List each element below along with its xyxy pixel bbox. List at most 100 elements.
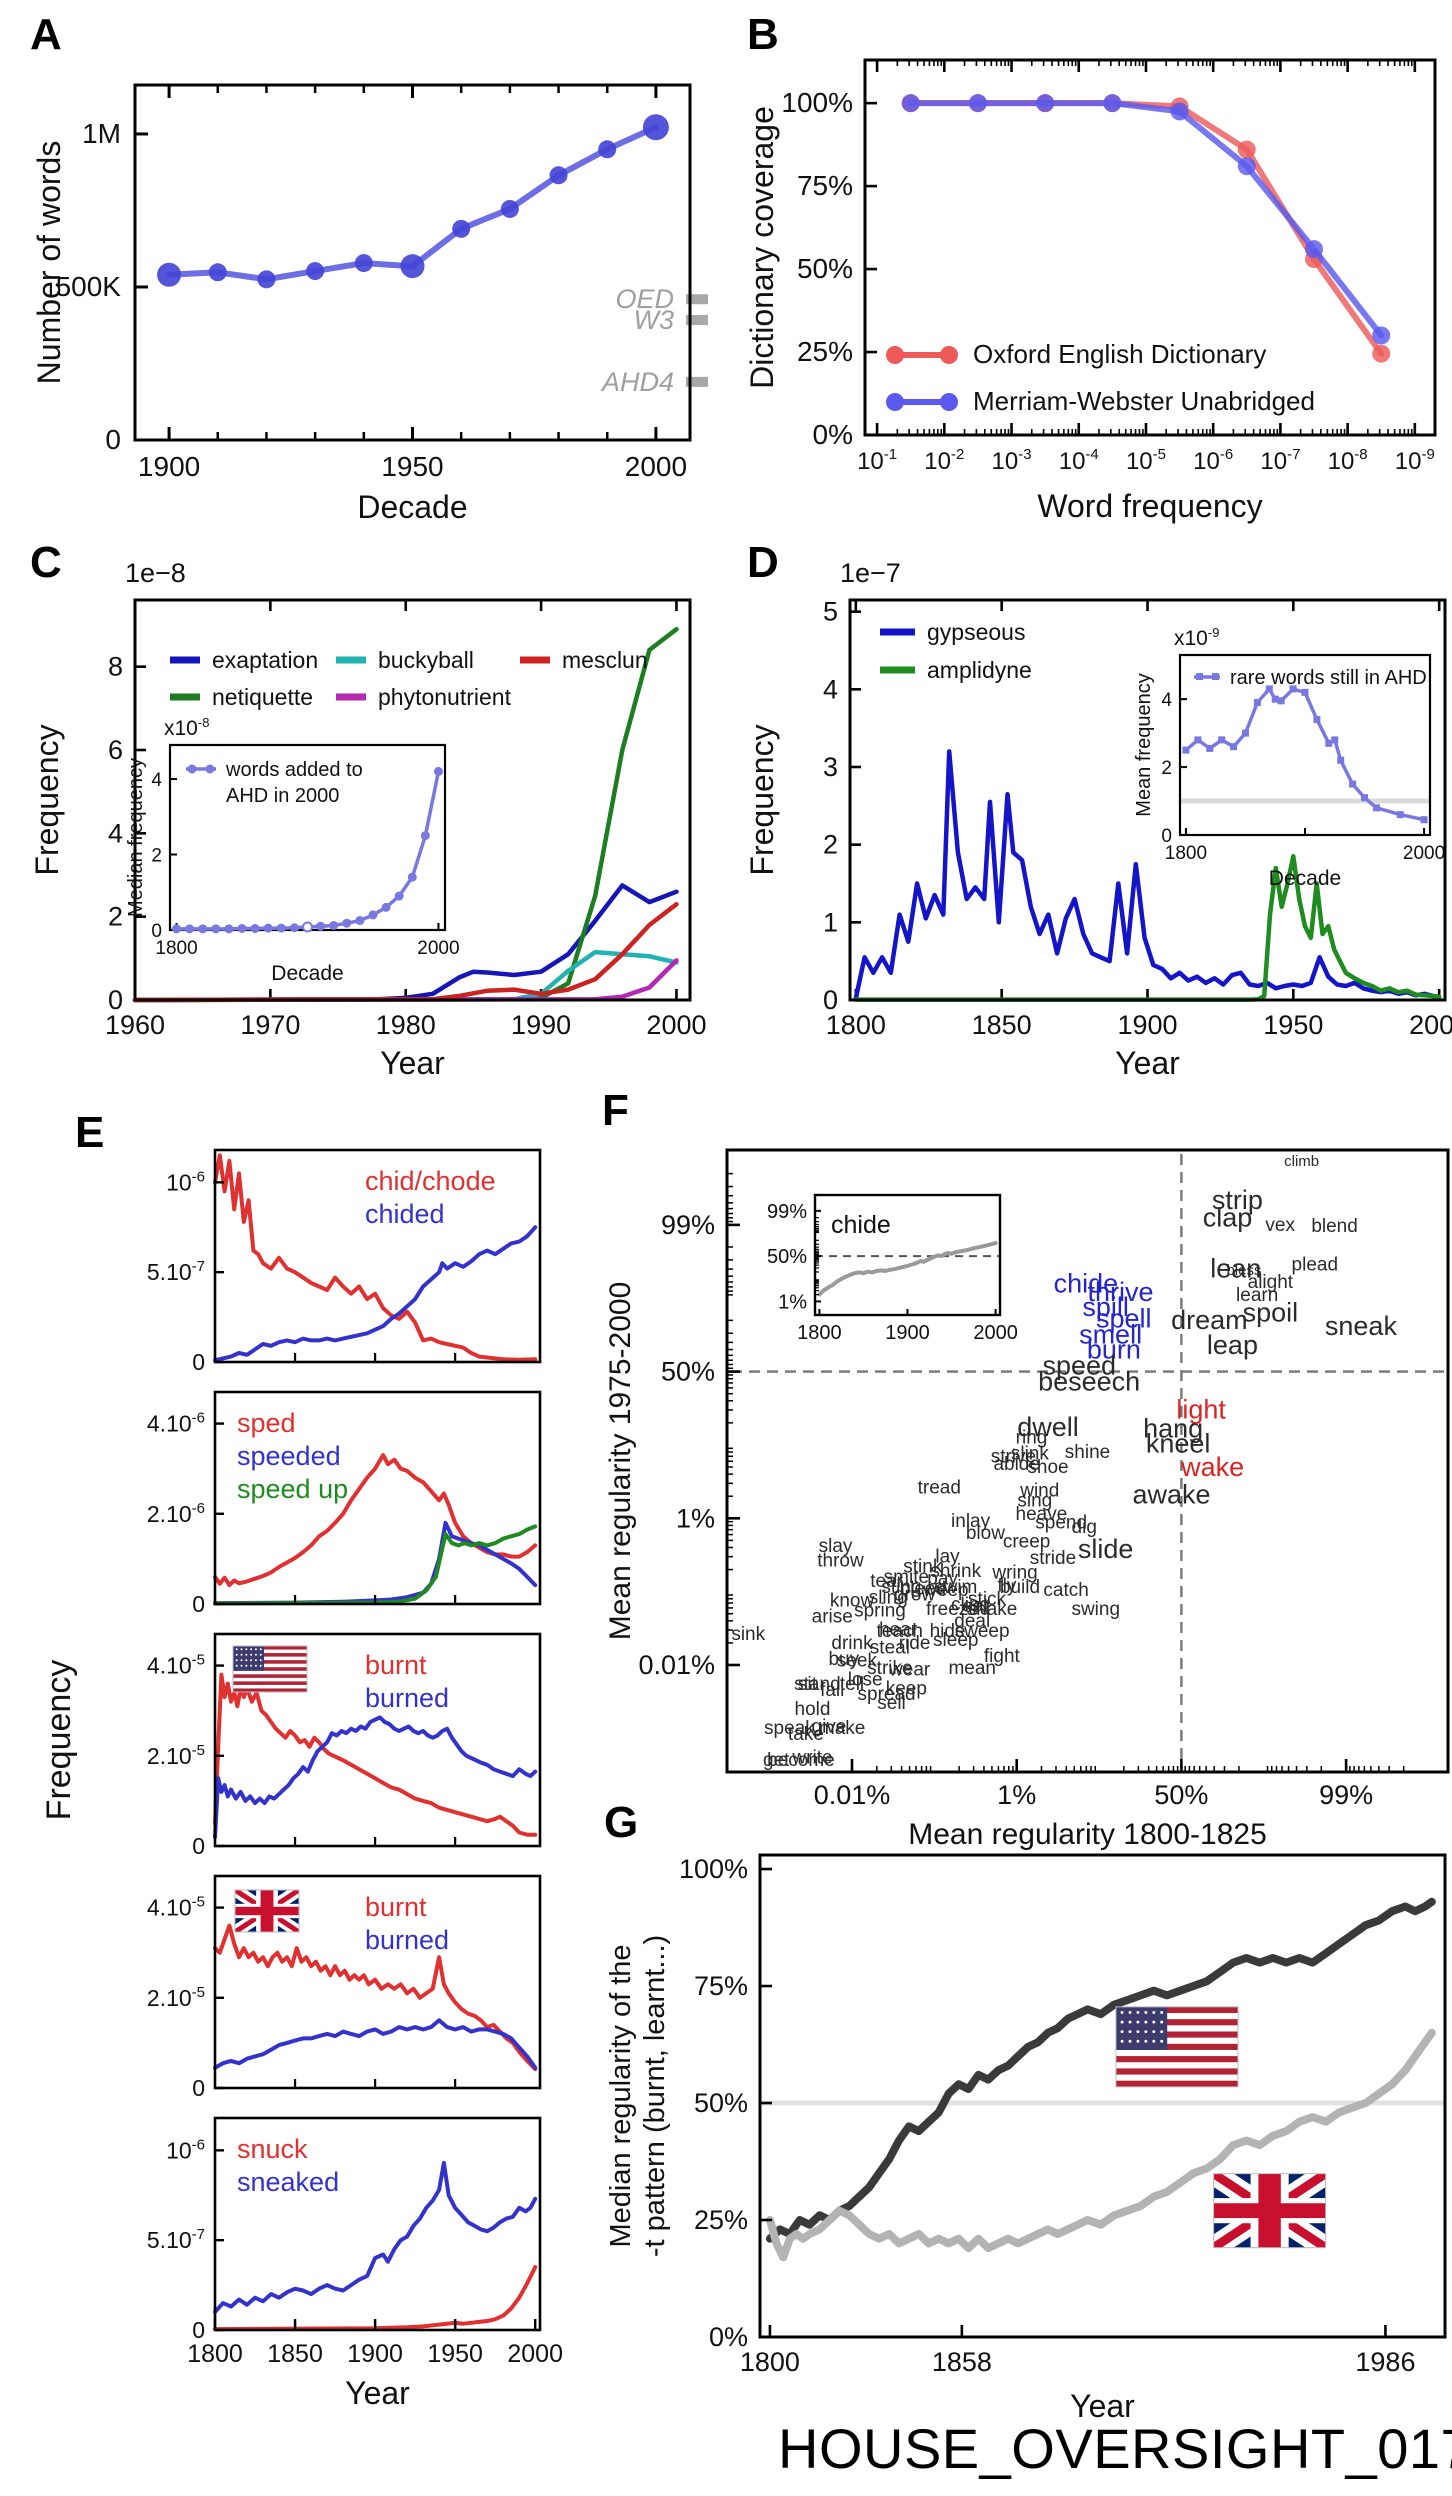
svg-text:6: 6 — [108, 735, 123, 765]
svg-text:vex: vex — [1265, 1215, 1295, 1236]
svg-text:100%: 100% — [679, 1854, 748, 1884]
svg-text:spill: spill — [1082, 1292, 1129, 1322]
svg-text:Mean regularity 1975-2000: Mean regularity 1975-2000 — [604, 1282, 637, 1641]
svg-text:99%: 99% — [767, 1201, 807, 1223]
svg-text:hold: hold — [795, 1699, 831, 1720]
svg-text:10-2: 10-2 — [924, 446, 964, 475]
panel-f-letter: F — [602, 1086, 629, 1135]
svg-text:1990: 1990 — [511, 1010, 571, 1040]
svg-text:Year: Year — [345, 2375, 410, 2411]
svg-text:spoil: spoil — [1243, 1298, 1299, 1328]
svg-text:become: become — [767, 1750, 835, 1771]
svg-text:exaptation: exaptation — [212, 647, 318, 673]
svg-text:smite: smite — [884, 1567, 929, 1588]
svg-text:1800: 1800 — [740, 2347, 800, 2377]
svg-text:3: 3 — [823, 752, 838, 782]
svg-text:1800: 1800 — [826, 1010, 886, 1040]
svg-text:learn: learn — [1236, 1285, 1278, 1306]
panel-g-svg: 0% 25% 50% 75% 100% 1800 1858 1986 Year Median re… — [605, 1853, 1447, 2424]
svg-text:Median regularity of the: Median regularity of the — [605, 1944, 637, 2247]
svg-text:1858: 1858 — [932, 2347, 992, 2377]
panel-d-svg: 1800 1850 1900 1950 2000 0 1 2 3 4 51e−7 Year Freque… — [744, 558, 1452, 1081]
svg-text:x10-8: x10-8 — [164, 715, 209, 740]
svg-text:snuck: snuck — [237, 2134, 308, 2164]
panel-b-letter: B — [747, 10, 779, 59]
svg-text:sped: sped — [237, 1408, 296, 1438]
panel-b-svg: 10-1 10-2 10-3 10-4 10-5 10-6 10-7 10-8 10-9 0% 25… — [744, 58, 1437, 524]
panel-f-regularity-scatter-chart: 0.01% 1% 50% 99% 0.01% 1% 50% 99% climb strip clap… — [600, 1080, 1452, 1870]
svg-text:99%: 99% — [661, 1210, 715, 1240]
svg-text:0%: 0% — [709, 2322, 748, 2352]
svg-text:swing: swing — [1071, 1599, 1120, 1620]
svg-text:arise: arise — [812, 1606, 853, 1627]
svg-text:Mean frequency: Mean frequency — [1133, 673, 1155, 816]
svg-text:climb: climb — [1284, 1153, 1319, 1170]
svg-text:plead: plead — [1292, 1254, 1339, 1275]
svg-text:tell: tell — [840, 1674, 864, 1695]
svg-text:x10-9: x10-9 — [1174, 625, 1219, 650]
svg-text:Oxford English Dictionary: Oxford English Dictionary — [973, 339, 1266, 369]
svg-text:2000: 2000 — [507, 2340, 563, 2368]
panel-c-letter: C — [30, 538, 62, 587]
svg-text:eat: eat — [962, 1596, 989, 1617]
svg-text:0%: 0% — [813, 419, 853, 450]
svg-text:Decade: Decade — [357, 489, 467, 525]
svg-text:slay: slay — [819, 1536, 853, 1557]
svg-text:ride: ride — [899, 1633, 931, 1654]
svg-text:fly: fly — [997, 1576, 1017, 1597]
svg-text:get: get — [763, 1750, 790, 1771]
svg-text:shoe: shoe — [1027, 1457, 1068, 1478]
svg-text:hide: hide — [930, 1621, 966, 1642]
svg-text:strike: strike — [867, 1658, 912, 1679]
svg-text:burned: burned — [365, 1683, 449, 1713]
svg-text:Decade: Decade — [1269, 867, 1341, 890]
svg-text:50%: 50% — [767, 1246, 807, 1268]
svg-text:2000: 2000 — [973, 1322, 1018, 1344]
svg-text:strip: strip — [1212, 1185, 1263, 1215]
svg-text:2.10-5: 2.10-5 — [147, 1984, 205, 2011]
svg-text:grow: grow — [894, 1584, 935, 1605]
svg-text:mesclun: mesclun — [562, 647, 648, 673]
svg-text:lay: lay — [935, 1546, 960, 1567]
svg-text:0: 0 — [823, 985, 838, 1015]
svg-text:1970: 1970 — [240, 1010, 300, 1040]
svg-text:1800: 1800 — [187, 2340, 243, 2368]
svg-text:drink: drink — [831, 1633, 873, 1654]
svg-text:0: 0 — [192, 1833, 205, 1859]
svg-text:thrive: thrive — [1087, 1277, 1153, 1307]
svg-text:1M: 1M — [82, 118, 121, 149]
svg-text:leap: leap — [1207, 1330, 1258, 1360]
svg-text:make: make — [819, 1718, 865, 1739]
svg-text:lean: lean — [1210, 1254, 1261, 1284]
svg-text:build: build — [1000, 1577, 1040, 1598]
svg-text:creep: creep — [1003, 1532, 1051, 1553]
svg-text:stand: stand — [794, 1674, 840, 1695]
svg-text:write: write — [791, 1747, 832, 1768]
svg-text:10-9: 10-9 — [1395, 446, 1435, 475]
panel-d-dead-words-frequency-chart: 1800 1850 1900 1950 2000 0 1 2 3 4 51e−7 Year Freque… — [735, 540, 1452, 1081]
svg-text:seek: seek — [837, 1650, 878, 1671]
svg-text:1950: 1950 — [427, 2340, 483, 2368]
svg-text:netiquette: netiquette — [212, 684, 313, 710]
svg-text:cling: cling — [951, 1595, 990, 1616]
svg-text:beseech: beseech — [1038, 1367, 1140, 1397]
svg-text:chid/chode: chid/chode — [365, 1166, 496, 1196]
svg-text:alight: alight — [1248, 1272, 1294, 1293]
svg-text:hear: hear — [879, 1620, 918, 1641]
watermark-text: HOUSE_OVERSIGHT_017004 — [778, 2417, 1452, 2480]
svg-text:burnt: burnt — [365, 1650, 427, 1680]
svg-text:Number of words: Number of words — [31, 141, 67, 385]
svg-text:1980: 1980 — [376, 1010, 436, 1040]
svg-text:bleed: bleed — [900, 1579, 947, 1600]
svg-text:2000: 2000 — [646, 1010, 706, 1040]
svg-text:sneak: sneak — [1325, 1311, 1398, 1341]
svg-text:wring: wring — [991, 1562, 1037, 1583]
svg-text:50%: 50% — [661, 1357, 715, 1387]
svg-text:teach: teach — [877, 1621, 923, 1642]
svg-text:25%: 25% — [797, 336, 853, 367]
svg-text:blow: blow — [966, 1523, 1005, 1544]
panel-e-letter: E — [75, 1108, 105, 1157]
svg-text:1850: 1850 — [267, 2340, 323, 2368]
svg-text:gypseous: gypseous — [927, 619, 1025, 645]
svg-text:dwell: dwell — [1017, 1412, 1079, 1442]
